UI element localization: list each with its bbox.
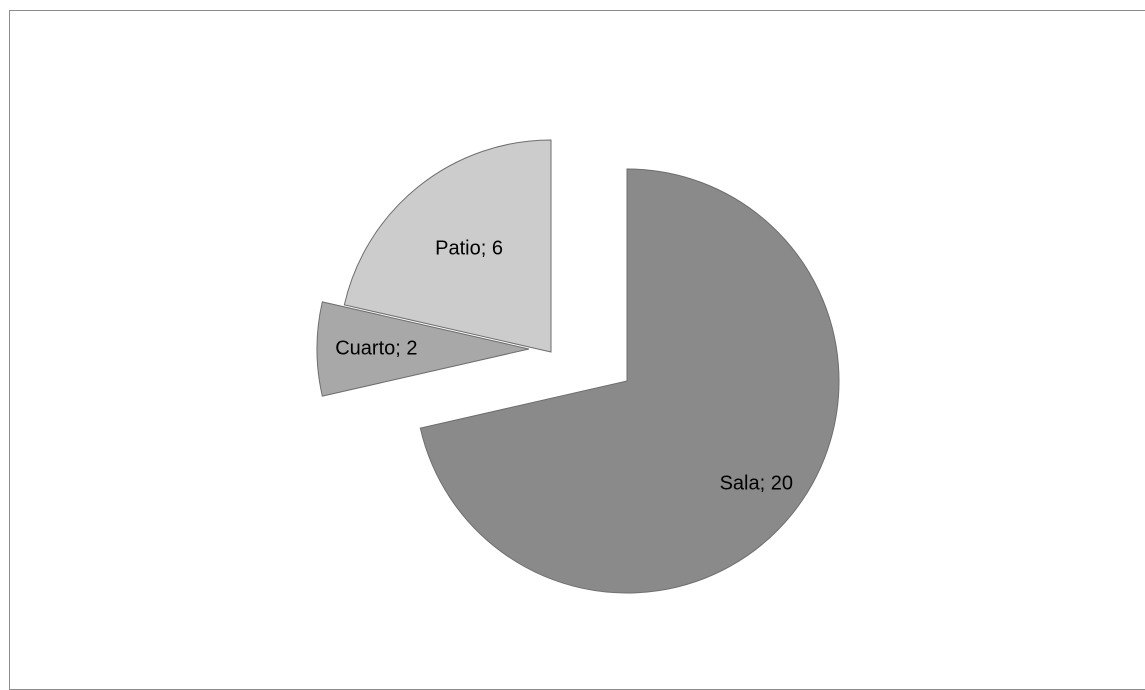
pie-labels: Sala; 20 Cuarto; 2 Patio; 6	[335, 238, 793, 495]
pie-slice-patio	[343, 139, 552, 353]
slice-label-cuarto: Cuarto; 2	[335, 337, 417, 359]
pie-slice-cuarto	[316, 301, 530, 397]
slice-label-sala: Sala; 20	[720, 472, 793, 494]
slice-label-patio: Patio; 6	[435, 238, 503, 260]
pie-slices	[316, 139, 840, 594]
pie-slice-sala	[419, 168, 840, 594]
